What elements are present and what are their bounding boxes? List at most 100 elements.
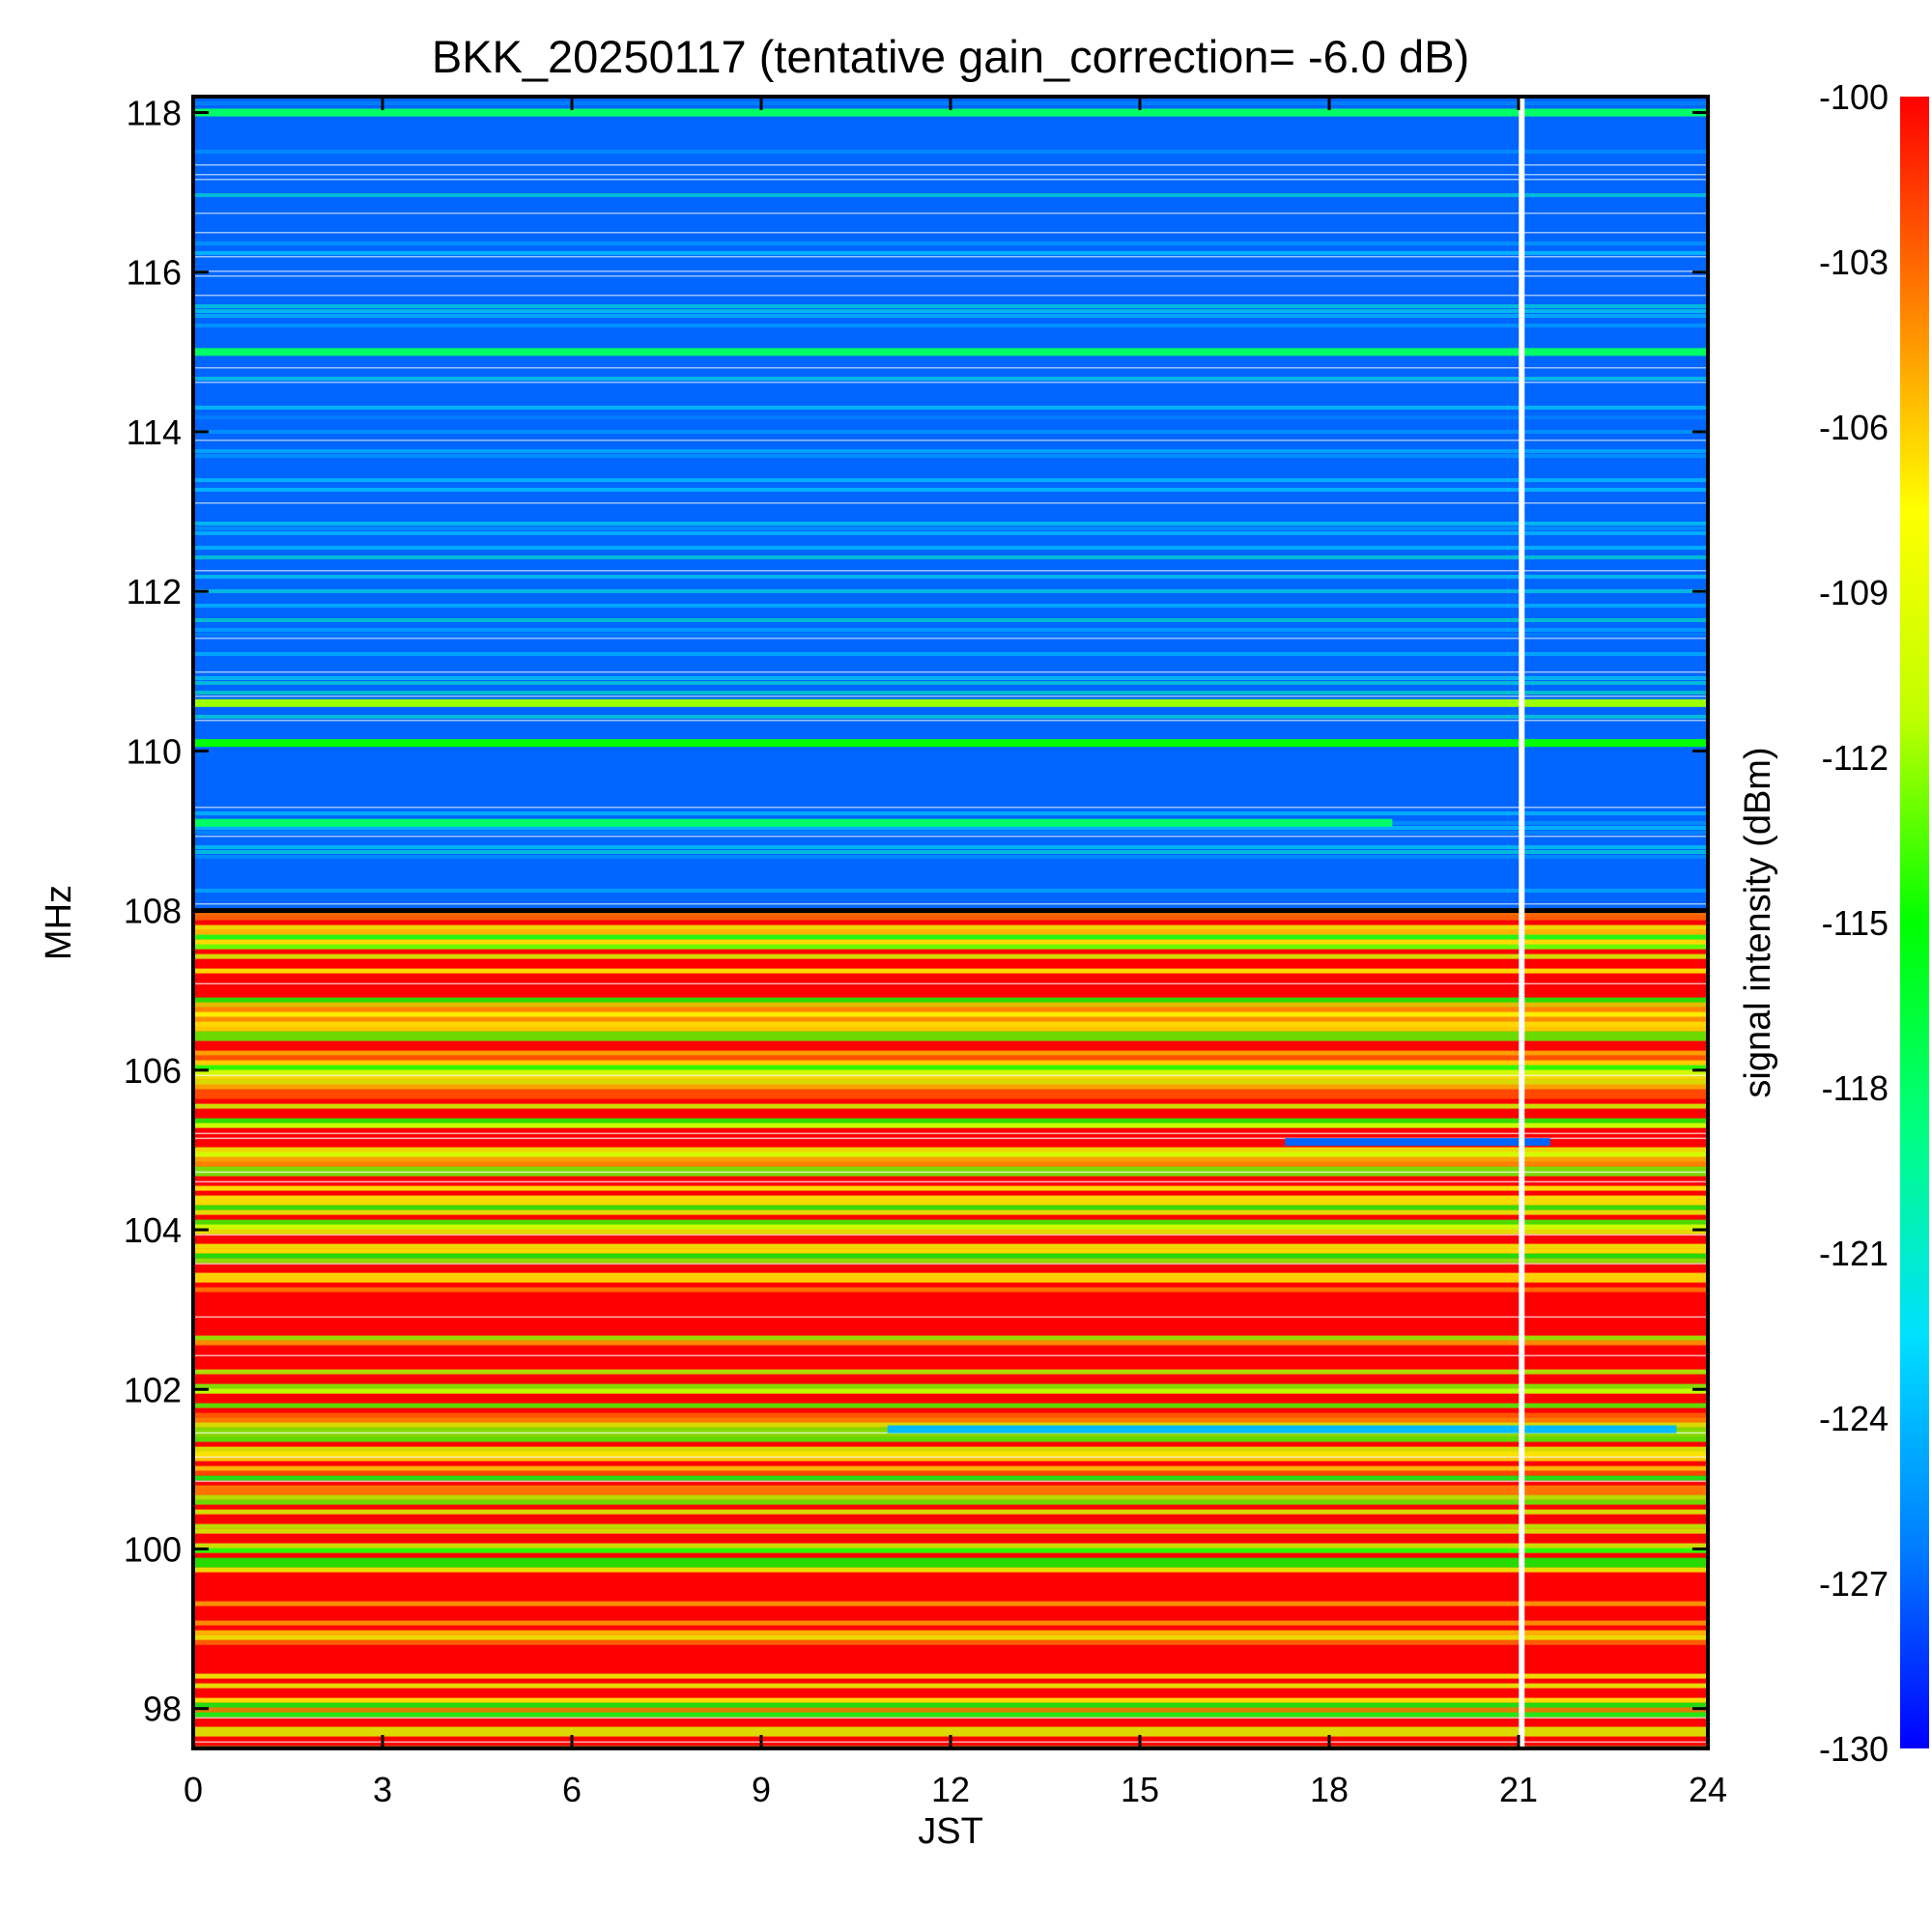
channel-stripe — [193, 845, 1708, 849]
colorbar-label: signal intensity (dBm) — [1738, 747, 1778, 1097]
channel-gap — [193, 440, 1708, 441]
channel-stripe — [193, 1673, 1708, 1679]
channel-stripe — [193, 826, 1708, 830]
channel-stripe — [193, 1209, 1708, 1215]
channel-stripe — [193, 1465, 1708, 1471]
channel-stripe — [193, 628, 1708, 632]
channel-stripe — [193, 944, 1708, 950]
channel-stripe — [193, 1639, 1708, 1645]
channel-stripe — [193, 691, 1708, 695]
channel-stripe — [193, 1277, 1708, 1283]
colorbar-tick-label: -112 — [1822, 738, 1889, 778]
channel-stripe — [193, 309, 1708, 313]
channel-stripe — [193, 934, 1708, 940]
colorbar-tick-label: -109 — [1819, 573, 1889, 612]
signal-band — [193, 739, 1708, 748]
channel-gap — [193, 295, 1708, 297]
channel-stripe — [193, 1089, 1708, 1099]
y-tick-label: 98 — [143, 1690, 182, 1729]
chart-title: BKK_20250117 (tentative gain_correction=… — [432, 31, 1469, 82]
channel-stripe — [193, 633, 1708, 637]
channel-stripe — [193, 1475, 1708, 1481]
channel-stripe — [193, 1335, 1708, 1341]
channel-stripe — [193, 1185, 1708, 1191]
x-tick-label: 21 — [1499, 1770, 1538, 1809]
signal-band — [1285, 1138, 1550, 1147]
channel-stripe — [193, 1470, 1708, 1476]
channel-stripe — [193, 1548, 1708, 1553]
channel-gap — [193, 903, 1708, 905]
channel-gap — [193, 1263, 1708, 1265]
channel-gap — [193, 570, 1708, 572]
channel-stripe — [193, 1388, 1708, 1394]
channel-gap — [193, 1316, 1708, 1319]
channel-stripe — [193, 924, 1708, 930]
signal-band — [193, 348, 1708, 356]
channel-stripe — [193, 193, 1708, 197]
channel-gap — [193, 367, 1708, 369]
channel-stripe — [193, 377, 1708, 381]
channel-stripe — [193, 1084, 1708, 1090]
channel-stripe — [193, 1412, 1708, 1418]
channel-stripe — [193, 676, 1708, 680]
channel-gap — [193, 1456, 1708, 1459]
channel-stripe — [193, 1620, 1708, 1626]
y-tick-label: 108 — [124, 892, 182, 931]
channel-stripe — [193, 1002, 1708, 1008]
channel-gap — [193, 270, 1708, 272]
channel-stripe — [193, 449, 1708, 453]
y-tick-label: 102 — [124, 1370, 182, 1409]
channel-gap — [193, 1354, 1708, 1357]
signal-band — [193, 818, 1393, 827]
channel-stripe — [193, 1485, 1708, 1495]
channel-stripe — [193, 1494, 1708, 1500]
signal-band — [193, 108, 1708, 117]
channel-stripe — [193, 1195, 1708, 1206]
channel-stripe — [193, 478, 1708, 482]
channel-stripe — [193, 1031, 1708, 1041]
channel-gap — [193, 807, 1708, 809]
channel-gap — [193, 720, 1708, 722]
channel-gap — [193, 1234, 1708, 1236]
y-tick-label: 110 — [127, 731, 182, 771]
channel-stripe — [193, 1205, 1708, 1210]
y-axis: 98 100 102 104 106 108 110 112 114 116 118 — [124, 94, 1708, 1729]
channel-stripe — [193, 831, 1708, 835]
channel-stripe — [193, 915, 1708, 921]
x-tick-label: 15 — [1121, 1770, 1159, 1809]
y-tick-label: 112 — [127, 572, 182, 611]
channel-gap — [193, 164, 1708, 166]
x-axis: 0 3 6 9 12 15 18 21 24 — [184, 97, 1727, 1809]
channel-stripe — [193, 1422, 1708, 1428]
region-aviation-band — [193, 97, 1708, 912]
colorbar-tick-label: -127 — [1819, 1564, 1889, 1604]
channel-gap — [193, 256, 1708, 258]
channel-stripe — [193, 1021, 1708, 1032]
colorbar-ticks: -100 -103 -106 -109 -112 -115 -118 -121 -124 -127… — [1819, 77, 1889, 1769]
x-tick-label: 6 — [562, 1770, 582, 1809]
channel-stripe — [193, 150, 1708, 154]
colorbar-tick-label: -103 — [1819, 242, 1889, 282]
channel-gap — [193, 1074, 1708, 1077]
y-tick-label: 118 — [127, 94, 182, 133]
signal-band — [193, 698, 1708, 707]
x-tick-label: 9 — [752, 1770, 771, 1809]
signal-band — [887, 1425, 1677, 1434]
channel-gap — [193, 213, 1708, 214]
channel-stripe — [193, 488, 1708, 492]
channel-stripe — [193, 850, 1708, 854]
region-background — [193, 910, 1708, 1748]
channel-stripe — [193, 1369, 1708, 1375]
channel-stripe — [193, 1683, 1708, 1689]
x-tick-label: 24 — [1689, 1770, 1727, 1809]
x-tick-label: 0 — [184, 1770, 203, 1809]
colorbar-tick-label: -106 — [1819, 408, 1889, 447]
channel-stripe — [193, 681, 1708, 685]
channel-stripe — [193, 1726, 1708, 1737]
channel-stripe — [193, 430, 1708, 434]
channel-gap — [193, 502, 1708, 504]
data-gap-line — [1519, 97, 1525, 1748]
colorbar — [1900, 97, 1929, 1748]
channel-gap — [193, 174, 1708, 176]
y-tick-label: 104 — [124, 1210, 182, 1250]
